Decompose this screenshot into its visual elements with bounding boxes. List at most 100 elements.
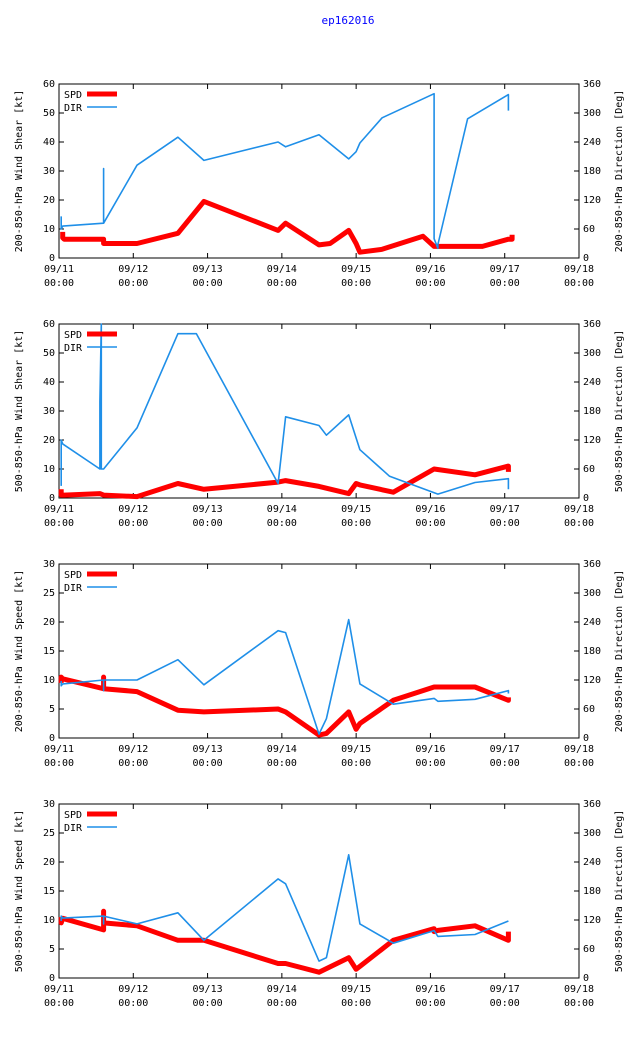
y-right-tick-label: 300 [583,828,601,839]
dir-series-line [60,92,510,250]
legend-label-spd: SPD [64,810,82,821]
y-left-tick-label: 30 [43,406,55,417]
spd-series-line [58,674,511,738]
y-right-tick-label: 180 [583,646,601,657]
y-left-tick-label: 10 [43,464,55,475]
y-left-tick-label: 5 [49,704,55,715]
dir-series-line [60,323,510,495]
x-tick-date: 09/17 [490,984,520,995]
plot-frame [58,563,580,739]
legend-label-dir: DIR [64,343,83,354]
legend-label-spd: SPD [64,90,82,101]
y-left-tick-label: 60 [43,79,55,90]
x-tick-time: 00:00 [564,518,594,529]
y-right-axis-label: 500-850-hPa Direction [Deg] [614,810,625,973]
y-left-tick-label: 30 [43,799,55,810]
spd-series-line [60,198,515,255]
x-tick-time: 00:00 [118,758,148,769]
y-right-tick-label: 60 [583,464,595,475]
x-tick-date: 09/18 [564,984,594,995]
y-right-tick-label: 0 [583,253,589,264]
x-tick-date: 09/11 [44,984,74,995]
y-right-tick-label: 180 [583,886,601,897]
x-tick-time: 00:00 [193,518,223,529]
x-tick-date: 09/11 [44,744,74,755]
x-tick-time: 00:00 [490,998,520,1009]
y-left-tick-label: 20 [43,857,55,868]
x-tick-time: 00:00 [267,518,297,529]
y-left-tick-label: 25 [43,588,55,599]
y-right-tick-label: 300 [583,108,601,119]
y-left-tick-label: 40 [43,377,55,388]
y-left-tick-label: 40 [43,137,55,148]
chart-panel-4: 05101520253006012018024030036009/1100:00… [14,799,625,1009]
y-left-tick-label: 25 [43,828,55,839]
x-tick-time: 00:00 [44,278,74,289]
y-left-tick-label: 30 [43,559,55,570]
y-right-tick-label: 120 [583,675,601,686]
dir-series-line [60,618,510,735]
x-tick-date: 09/17 [490,744,520,755]
x-tick-date: 09/16 [415,504,445,515]
x-tick-date: 09/12 [118,504,148,515]
y-right-axis-label: 200-850-hPa Direction [Deg] [614,570,625,733]
x-tick-time: 00:00 [490,518,520,529]
y-left-tick-label: 10 [43,675,55,686]
x-tick-time: 00:00 [193,278,223,289]
y-left-tick-label: 20 [43,435,55,446]
x-tick-time: 00:00 [341,278,371,289]
y-right-tick-label: 360 [583,559,601,570]
y-right-tick-label: 120 [583,195,601,206]
legend-label-spd: SPD [64,570,82,581]
y-right-tick-label: 60 [583,704,595,715]
x-tick-time: 00:00 [193,758,223,769]
y-right-tick-label: 360 [583,799,601,810]
spd-series-line [58,463,511,500]
y-left-tick-label: 20 [43,195,55,206]
x-tick-date: 09/11 [44,504,74,515]
x-tick-time: 00:00 [415,758,445,769]
y-left-tick-label: 10 [43,915,55,926]
x-tick-date: 09/16 [415,264,445,275]
x-tick-time: 00:00 [44,998,74,1009]
spd-series-line [58,908,511,975]
x-tick-time: 00:00 [341,758,371,769]
chart-panel-3: 05101520253006012018024030036009/1100:00… [14,559,625,769]
x-tick-date: 09/17 [490,264,520,275]
x-tick-time: 00:00 [341,518,371,529]
y-left-tick-label: 50 [43,108,55,119]
legend-label-dir: DIR [64,103,83,114]
x-tick-time: 00:00 [267,278,297,289]
x-tick-time: 00:00 [564,998,594,1009]
x-tick-time: 00:00 [118,518,148,529]
x-tick-date: 09/11 [44,264,74,275]
y-right-tick-label: 300 [583,348,601,359]
y-left-tick-label: 0 [49,253,55,264]
chart-panel-1: 0 10 20 30 40 50 60 0 60 120 180 240 300 360 09/11 00:0… [14,79,625,289]
x-tick-date: 09/17 [490,504,520,515]
x-tick-date: 09/14 [267,264,297,275]
dir-series-line [60,853,509,962]
legend-label-dir: DIR [64,583,83,594]
y-right-tick-label: 60 [583,224,595,235]
y-right-tick-label: 0 [583,973,589,984]
x-tick-time: 00:00 [341,998,371,1009]
x-tick-time: 00:00 [44,518,74,529]
chart-panel-2: 0 10 20 30 40 50 60 0 60 120 180 240 300 360 09/11 00:0… [14,319,625,529]
x-tick-date: 09/13 [193,744,223,755]
y-left-tick-label: 30 [43,166,55,177]
y-left-tick-label: 5 [49,944,55,955]
y-right-tick-label: 60 [583,944,595,955]
legend-label-dir: DIR [64,823,83,834]
y-right-tick-label: 0 [583,733,589,744]
y-right-tick-label: 240 [583,857,601,868]
y-left-tick-label: 10 [43,224,55,235]
y-right-tick-label: 180 [583,406,601,417]
y-left-axis-label: 200-850-hPa Wind Speed [kt] [14,570,25,733]
y-right-tick-label: 240 [583,377,601,388]
y-left-tick-label: 15 [43,646,55,657]
y-right-axis-label: 500-850-hPa Direction [Deg] [614,330,625,493]
legend-label-spd: SPD [64,330,82,341]
x-tick-time: 00:00 [490,758,520,769]
